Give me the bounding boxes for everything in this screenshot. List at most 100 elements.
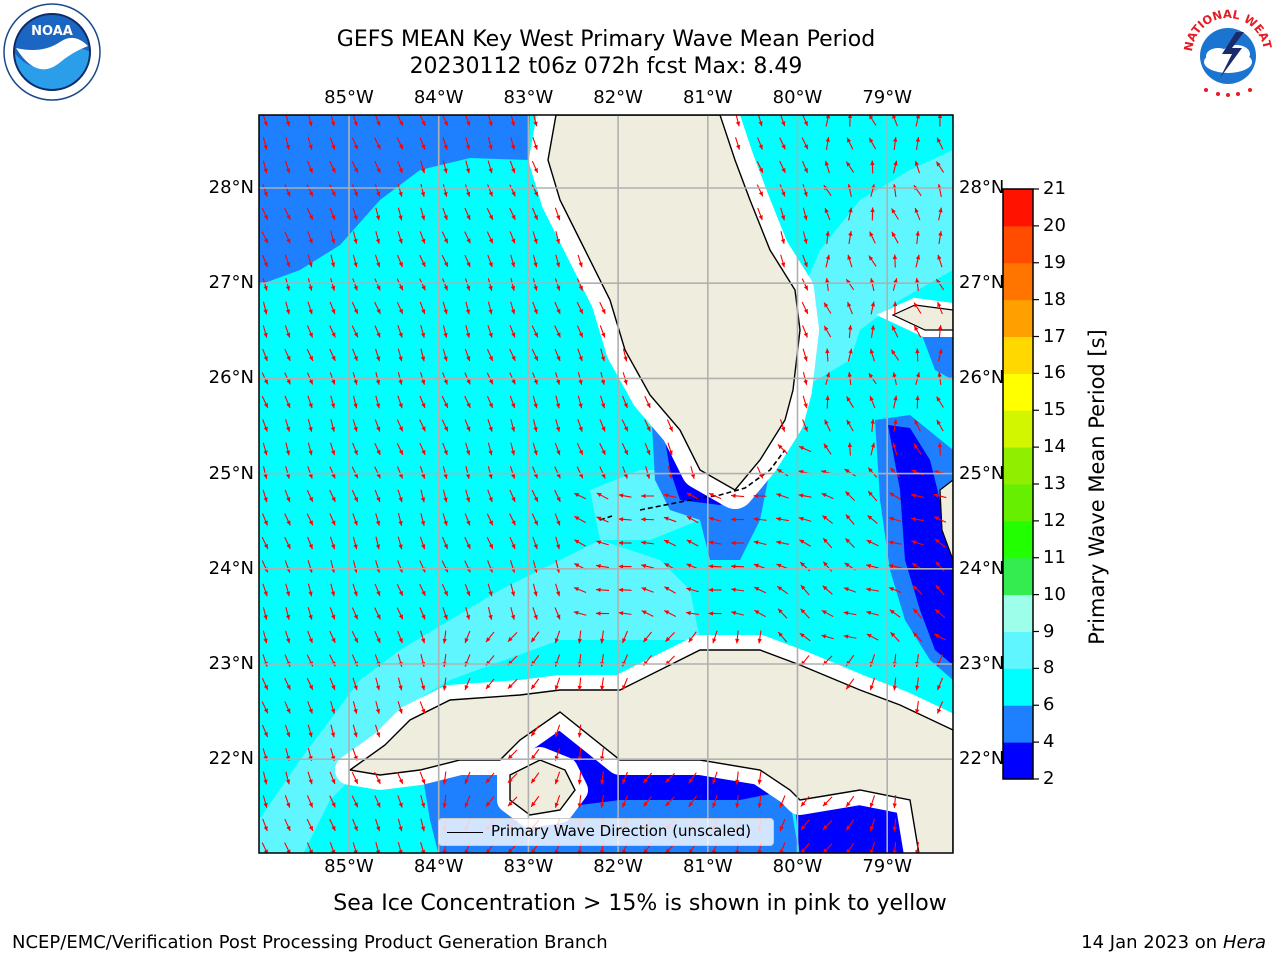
wave-arrow-head [622, 685, 627, 691]
wave-arrow-head [686, 611, 691, 616]
wave-arrow-head [285, 473, 291, 479]
wave-arrow-head [353, 826, 358, 832]
wave-arrow-head [779, 849, 784, 853]
wave-arrow-head [688, 637, 694, 643]
wave-arrow-head [531, 848, 536, 853]
wave-arrow-head [376, 802, 381, 808]
wave-arrow-head [735, 638, 740, 644]
wave-arrow-head [510, 450, 516, 456]
wave-arrow-head [911, 517, 916, 522]
wave-arrow-head [398, 215, 403, 221]
wave-arrow-head [758, 191, 763, 197]
wave-arrow-head [376, 778, 381, 784]
wave-arrow-head [825, 395, 830, 401]
wave-arrow-head [688, 801, 694, 807]
wave-arrow-head [507, 848, 513, 853]
wave-arrow-head [937, 115, 943, 119]
wave-arrow-head [330, 262, 336, 268]
lat-tick-right: 27°N [959, 272, 1005, 294]
wave-arrow-head [466, 121, 471, 127]
wave-arrow-head [844, 469, 850, 474]
wave-arrow-head [263, 168, 268, 174]
wave-arrow-head [285, 614, 291, 620]
wave-arrow-head [731, 493, 736, 499]
wave-arrow-head [596, 492, 602, 497]
colorbar-segment [1003, 225, 1033, 264]
wave-arrow-head [938, 231, 943, 236]
wave-arrow-head [848, 348, 853, 354]
wave-arrow-head [892, 803, 897, 808]
colorbar-tick-label: 12 [1043, 509, 1066, 531]
lat-tick-right: 22°N [959, 748, 1005, 770]
wave-arrow-head [823, 561, 828, 567]
wave-arrow-head [308, 638, 313, 644]
wave-arrow-head [286, 543, 291, 549]
wave-arrow-head [531, 684, 536, 690]
wave-arrow-head [331, 191, 336, 197]
wave-arrow-head [263, 731, 268, 737]
wave-arrow-head [554, 638, 559, 644]
wave-arrow-head [686, 587, 692, 592]
wave-arrow-head [643, 778, 648, 784]
wave-arrow-head [533, 121, 538, 127]
wave-arrow-head [466, 402, 471, 408]
wave-arrow-head [888, 540, 894, 545]
wave-arrow-head [375, 238, 381, 244]
wave-arrow-head [398, 285, 403, 291]
wave-arrow-head [376, 262, 381, 268]
colorbar-tick-label: 9 [1043, 620, 1055, 642]
wave-arrow-head [686, 516, 692, 521]
colorbar-segment [1003, 520, 1033, 559]
credit-date-text: 14 Jan 2023 on [1081, 932, 1218, 953]
wave-arrow-head [263, 238, 268, 244]
wave-arrow-head [421, 309, 426, 315]
wave-arrow-head [803, 120, 808, 126]
wave-arrow-head [263, 214, 268, 220]
wave-arrow-head [914, 160, 919, 166]
wave-arrow-head [308, 214, 313, 220]
period-band-4-6-florida-bay [650, 390, 790, 560]
wave-arrow-head [708, 564, 714, 569]
wave-arrow-head [712, 802, 717, 808]
wave-arrow-head [263, 849, 268, 853]
wave-arrow-head [308, 591, 313, 597]
wave-arrow-head [913, 632, 918, 638]
wave-arrow-head [623, 426, 628, 432]
wave-arrow-head [507, 636, 513, 642]
wave-arrow-head [353, 708, 358, 714]
wave-arrow-head [843, 610, 849, 616]
wave-arrow-head [664, 586, 670, 591]
wave-arrow-head [799, 539, 805, 544]
wave-arrow-head [665, 801, 671, 807]
wave-arrow-head [308, 379, 313, 385]
wave-arrow-head [821, 634, 827, 639]
wave-arrow-head [308, 355, 313, 361]
lon-tick-bottom: 85°W [324, 856, 374, 877]
wave-arrow-head [935, 609, 940, 614]
wave-arrow-head [914, 207, 919, 213]
wave-arrow-head [712, 638, 717, 644]
wave-arrow-head [869, 395, 874, 401]
wave-arrow-head [731, 517, 736, 522]
colorbar-tick-label: 18 [1043, 288, 1066, 310]
wave-arrow-head [421, 285, 426, 291]
colorbar-segment [1003, 557, 1033, 596]
wave-arrow-head [891, 231, 896, 237]
wave-arrow-head [556, 496, 561, 502]
wave-arrow-head [781, 191, 786, 197]
wave-arrow-head [308, 262, 313, 268]
colorbar-segment [1003, 484, 1033, 522]
wave-arrow-head [913, 608, 918, 614]
wave-arrow-head [465, 497, 471, 503]
wave-arrow-head [935, 561, 941, 567]
wave-arrow-head [824, 302, 829, 308]
wave-arrow-head [308, 168, 313, 174]
wave-arrow-head [846, 825, 851, 831]
wave-arrow-head [822, 824, 828, 830]
wave-arrow-head [866, 563, 872, 569]
wave-arrow-head [533, 167, 538, 173]
wave-arrow-head [421, 708, 426, 714]
wave-arrow-head [488, 497, 493, 503]
wave-arrow-head [286, 355, 291, 361]
wave-arrow-head [938, 325, 943, 330]
